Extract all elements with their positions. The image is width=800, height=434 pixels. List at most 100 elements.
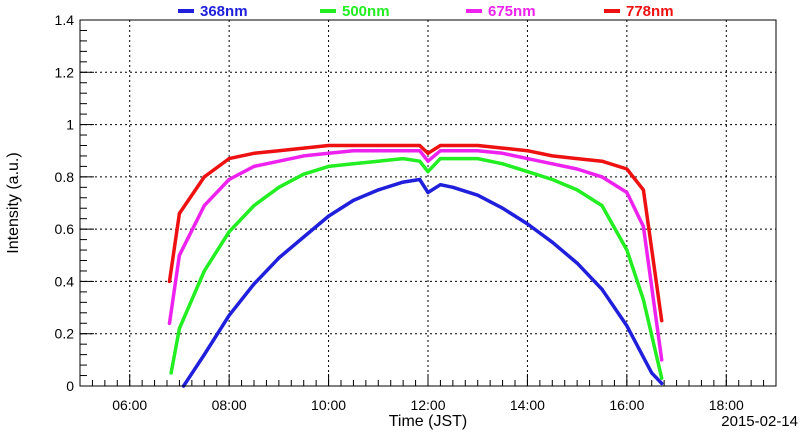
data-point (169, 371, 173, 375)
data-point (227, 313, 231, 318)
data-point (351, 162, 356, 166)
data-point (575, 167, 579, 171)
data-point (525, 156, 530, 161)
data-point (525, 222, 530, 226)
data-point (660, 358, 664, 362)
data-point (625, 167, 629, 171)
y-tick-label: 0.8 (55, 169, 75, 185)
series-line (169, 156, 664, 380)
x-tick-label: 08:00 (212, 397, 247, 413)
y-tick-label: 0.6 (55, 221, 75, 237)
data-point (625, 190, 629, 195)
data-point (401, 149, 405, 153)
data-point (351, 198, 356, 202)
legend: 368nm 500nm 675nm 778nm (178, 3, 674, 20)
data-point (625, 248, 629, 252)
data-point (641, 224, 646, 229)
data-point (476, 193, 480, 197)
y-tick-label: 1 (66, 117, 74, 133)
series-778nm (167, 143, 664, 323)
data-point (575, 188, 579, 192)
data-point (550, 177, 554, 182)
data-point (202, 269, 206, 273)
data-point (451, 156, 455, 161)
data-point (351, 149, 356, 153)
data-point (302, 235, 306, 239)
data-point (476, 143, 480, 148)
series-675nm (167, 148, 664, 362)
data-point (227, 230, 231, 234)
data-point (302, 154, 306, 158)
data-point (202, 353, 206, 357)
data-point (438, 149, 443, 153)
data-point (600, 287, 604, 291)
data-point (426, 170, 430, 174)
data-point (376, 159, 380, 163)
data-point (326, 164, 331, 168)
legend-item-368nm: 368nm (178, 3, 248, 20)
data-point (476, 149, 480, 153)
data-point (660, 376, 664, 380)
legend-item-675nm: 675nm (466, 3, 536, 20)
data-point (418, 159, 422, 163)
data-point (451, 185, 455, 189)
series-layer (167, 143, 664, 388)
data-point (476, 156, 480, 161)
data-point (376, 188, 380, 192)
data-point (167, 279, 172, 284)
legend-item-778nm: 778nm (604, 3, 674, 20)
data-point (252, 204, 256, 208)
data-point (451, 149, 455, 153)
data-point (277, 256, 281, 260)
x-tick-label: 10:00 (311, 397, 346, 413)
data-point (302, 172, 306, 176)
date-label: 2015-02-14 (721, 413, 798, 430)
data-point (401, 156, 405, 161)
data-point (641, 188, 646, 192)
data-point (277, 149, 281, 153)
data-point (660, 319, 664, 323)
y-tick-label: 0.2 (55, 326, 75, 342)
data-point (326, 143, 331, 148)
data-point (660, 381, 664, 385)
ticks: 06:00 08:00 10:00 12:00 14:00 16:00 18:00 0 0.2 0… (55, 12, 777, 413)
legend-label: 675nm (488, 3, 536, 20)
data-point (202, 204, 206, 208)
data-point (438, 143, 443, 148)
data-point (625, 324, 629, 328)
data-point (550, 162, 554, 166)
data-point (600, 159, 604, 163)
data-point (252, 151, 256, 155)
series-500nm (169, 156, 664, 380)
data-point (401, 180, 405, 184)
data-point (451, 143, 455, 148)
data-point (202, 175, 206, 179)
data-point (227, 156, 231, 161)
data-point (252, 282, 256, 286)
series-line (167, 148, 664, 362)
y-tick-label: 0 (66, 378, 74, 394)
data-point (277, 185, 281, 189)
data-point (167, 321, 172, 325)
data-point (277, 159, 281, 163)
x-tick-label: 14:00 (510, 397, 545, 413)
data-point (438, 156, 443, 161)
x-tick-label: 16:00 (609, 397, 644, 413)
data-point (637, 347, 641, 351)
data-point (418, 149, 422, 153)
data-point (550, 154, 554, 158)
legend-label: 500nm (342, 3, 390, 20)
y-tick-label: 1.4 (55, 12, 75, 28)
x-tick-label: 18:00 (709, 397, 744, 413)
data-point (650, 371, 654, 375)
data-point (418, 177, 422, 182)
data-point (177, 253, 182, 257)
series-line (167, 143, 664, 323)
data-point (302, 146, 306, 150)
data-point (227, 177, 231, 182)
data-point (641, 298, 646, 302)
legend-label: 778nm (626, 3, 674, 20)
y-tick-label: 1.2 (55, 64, 75, 80)
data-point (376, 149, 380, 153)
series-368nm (181, 177, 664, 388)
